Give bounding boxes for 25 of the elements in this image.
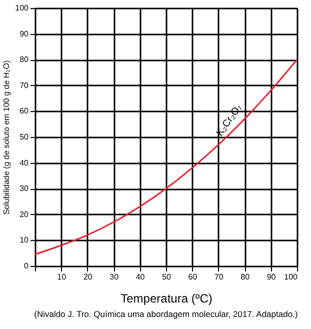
line-series xyxy=(34,58,298,256)
y-tick-label: 30 xyxy=(20,184,30,194)
x-tick-label: 70 xyxy=(214,272,224,282)
x-tick-label: 60 xyxy=(188,272,198,282)
x-tick-label: 20 xyxy=(83,272,93,282)
x-tick-label: 100 xyxy=(284,272,298,282)
y-tick-label: 100 xyxy=(15,4,30,12)
x-tick-label: 50 xyxy=(162,272,172,282)
y-tick-label: 0 xyxy=(24,262,30,270)
x-tick-label: 90 xyxy=(266,272,276,282)
text: (Nivaldo J. Tro. Química uma abordagem molecular, 2017. Adaptado.) xyxy=(34,309,298,319)
y-tick-label: 40 xyxy=(20,158,30,168)
y-tick-label: 50 xyxy=(20,132,30,142)
y-tick-label: 70 xyxy=(20,80,30,90)
y-tick-label: 60 xyxy=(20,106,30,116)
y-tick-label: 90 xyxy=(20,29,30,38)
y-axis-title: Solubilidade (g de soluto em 100 g de H₂O) xyxy=(2,60,12,215)
x-tick-label: 40 xyxy=(136,272,146,282)
x-tick-label: 80 xyxy=(240,272,250,282)
x-tick-label: 10 xyxy=(57,272,67,282)
x-tick-label: 30 xyxy=(110,272,120,282)
y-tick-label: 20 xyxy=(20,210,30,219)
y-tick-label: 10 xyxy=(20,236,30,245)
x-axis-title: Temperatura (ºC) xyxy=(120,292,212,306)
y-tick-label: 80 xyxy=(20,55,30,64)
